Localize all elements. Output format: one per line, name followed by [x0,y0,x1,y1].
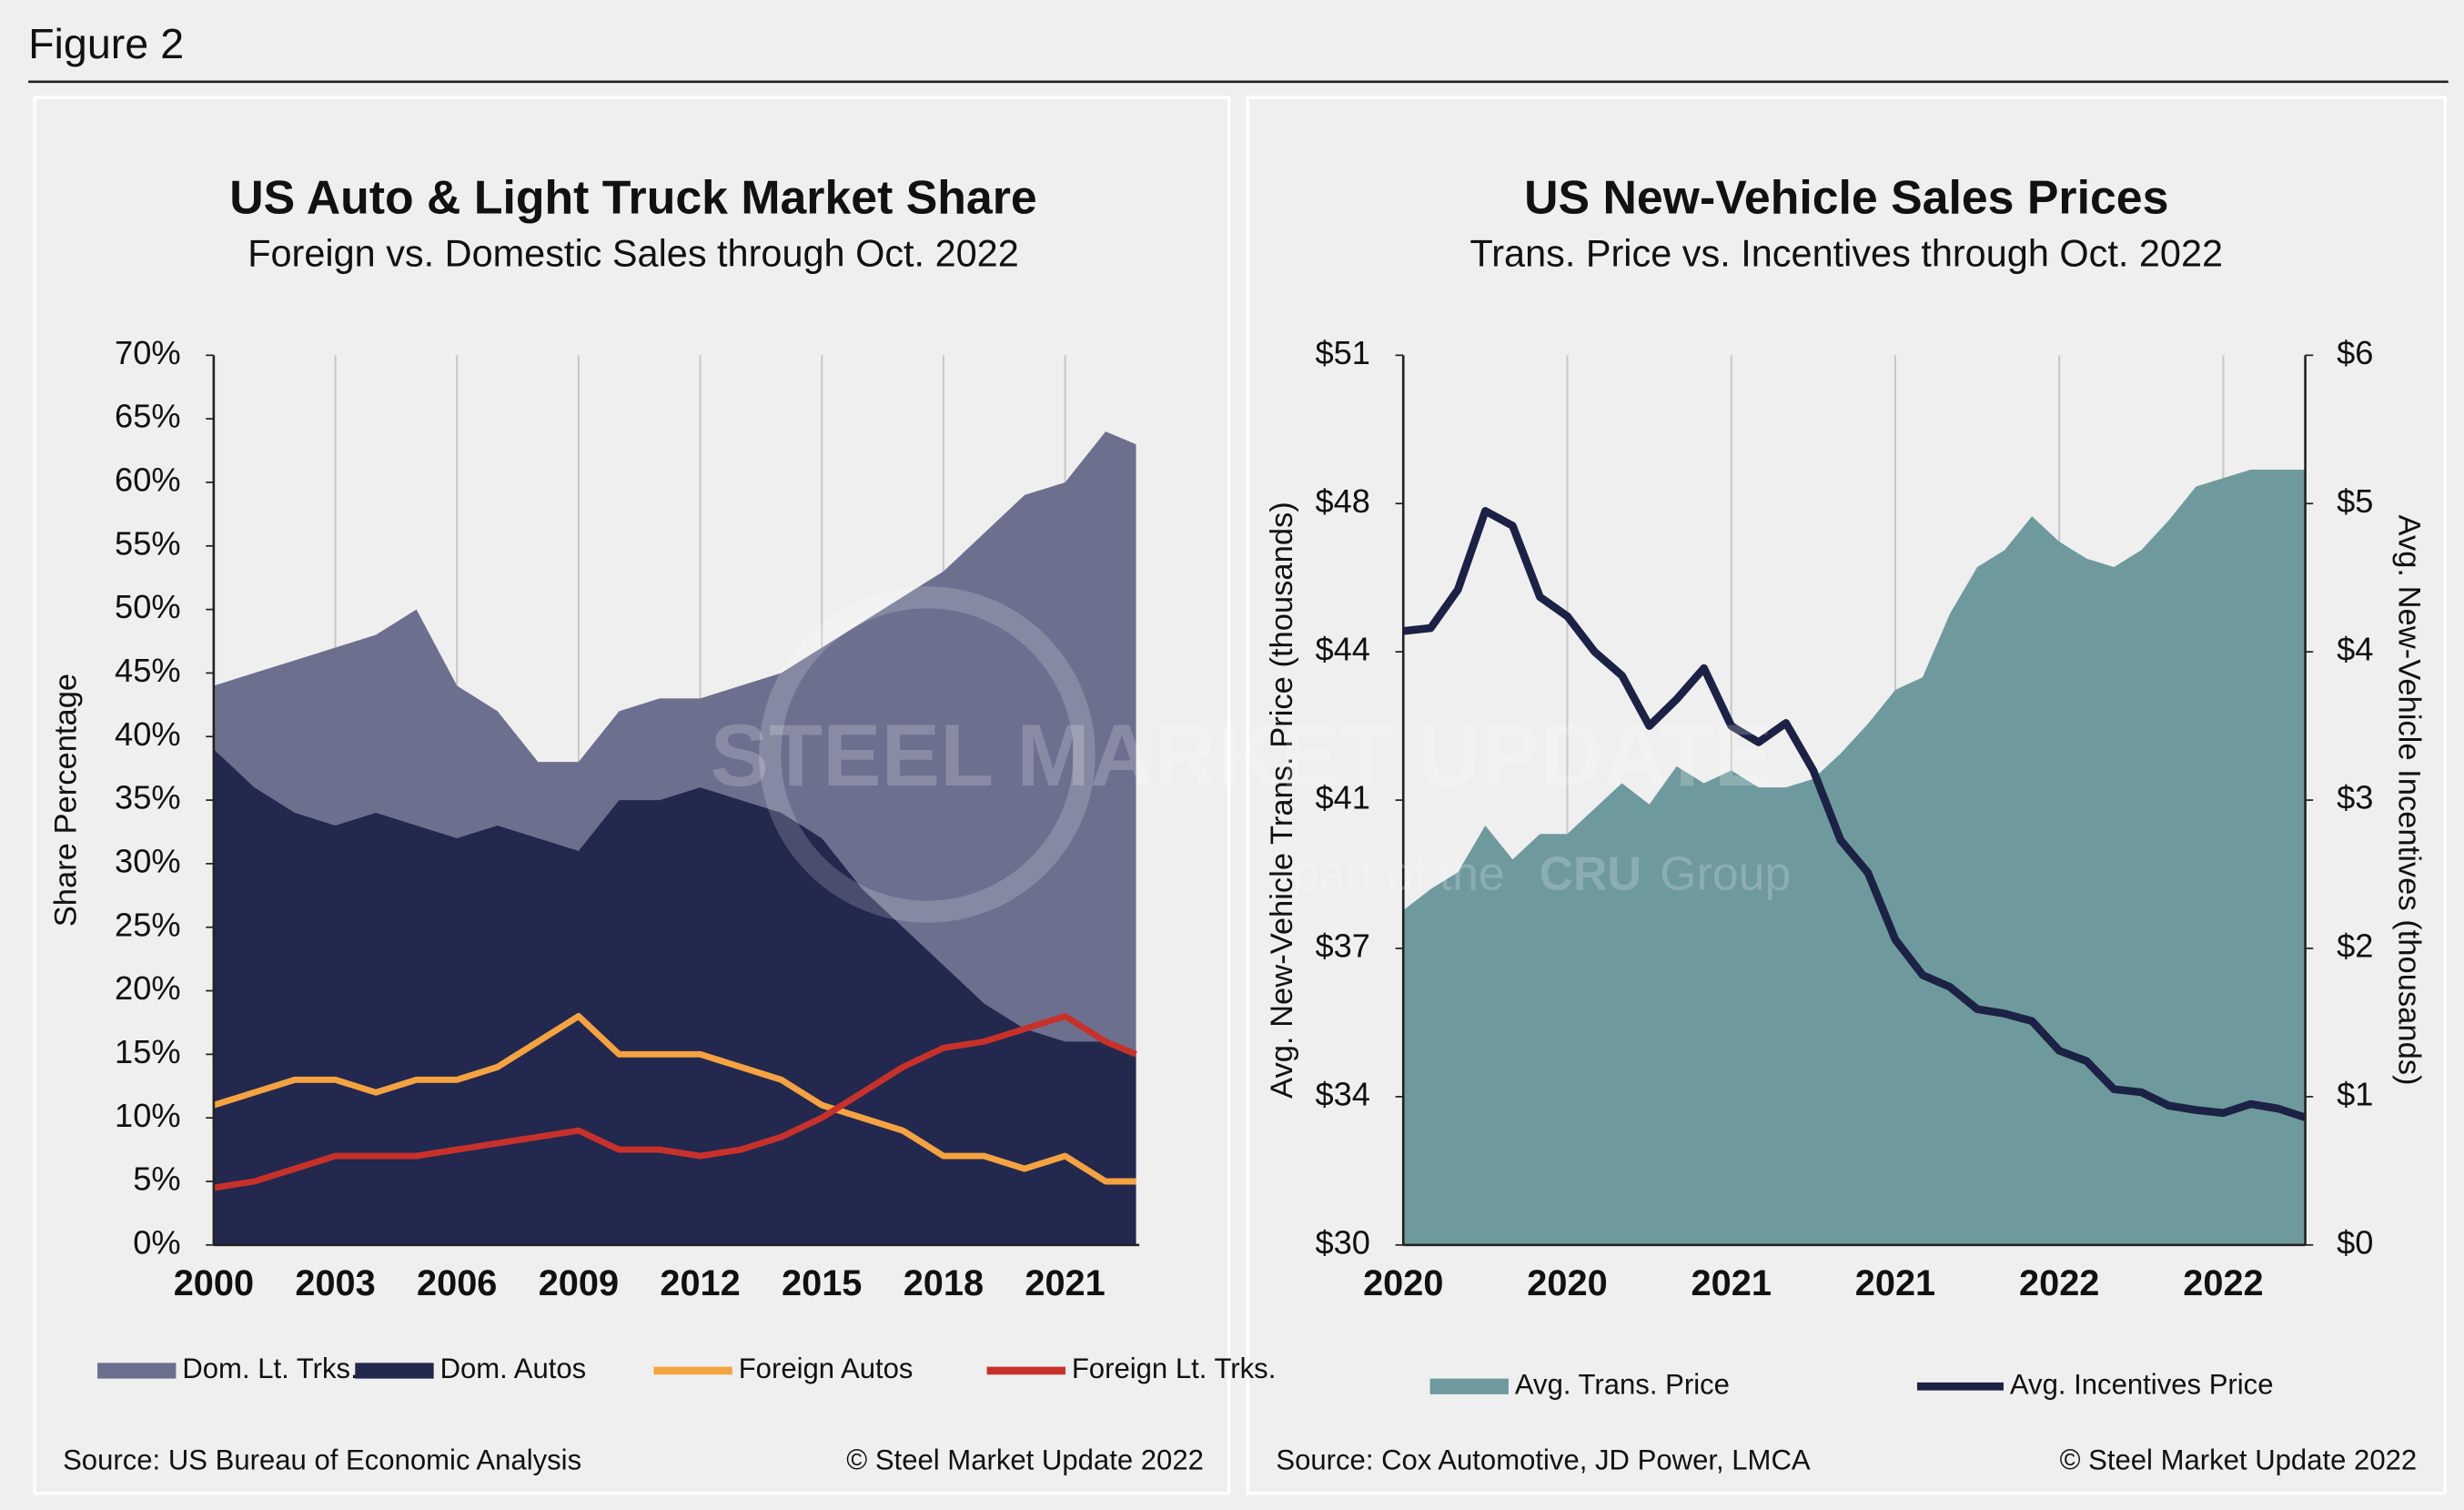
legend-label: Dom. Lt. Trks. [182,1353,358,1384]
y2-axis-title: Avg. New-Vehicle Incentives (thousands) [2392,515,2427,1086]
x-tick-label: 2006 [417,1263,497,1303]
y-axis-title: Share Percentage [48,674,83,927]
chart-subtitle: Foreign vs. Domestic Sales through Oct. … [247,231,1019,274]
y2-tick-label: $2 [2337,927,2373,965]
y-tick-label: 50% [115,588,181,625]
y-tick-label: $34 [1315,1075,1369,1112]
x-tick-label: 2018 [904,1263,984,1303]
y-tick-label: 65% [115,398,181,435]
x-tick-label: 2021 [1025,1263,1105,1303]
legend-label: Avg. Incentives Price [2010,1368,2274,1400]
source: Source: US Bureau of Economic Analysis [63,1444,581,1475]
chart-title: US Auto & Light Truck Market Share [229,171,1036,224]
figure-label: Figure 2 [28,20,184,67]
y-tick-label: 15% [115,1033,181,1070]
legend-label: Avg. Trans. Price [1515,1368,1730,1400]
x-tick-label: 2021 [1855,1263,1935,1303]
legend-swatch [1429,1378,1509,1394]
y-tick-label: $48 [1315,482,1369,520]
y-tick-label: 20% [115,969,181,1007]
x-tick-label: 2021 [1691,1263,1772,1303]
watermark-group: Group [1660,846,1791,899]
y-tick-label: 60% [115,461,181,499]
line [213,1013,1137,1191]
y-tick-label: 45% [115,652,181,689]
area [213,749,1136,1245]
y-tick-label: 0% [133,1223,180,1261]
x-tick-label: 2003 [295,1263,375,1303]
x-tick-label: 2020 [1363,1263,1443,1303]
y-tick-label: 55% [115,524,181,562]
watermark-logo [759,586,1096,923]
chart-subtitle: Trans. Price vs. Incentives through Oct.… [1469,231,2223,274]
line [212,1013,1136,1185]
line [1402,507,2307,1121]
y-tick-label: $41 [1315,779,1369,816]
y-tick-label: 25% [115,906,181,943]
x-tick-label: 2015 [782,1263,862,1303]
y-tick-label: $37 [1315,927,1369,965]
y-tick-label: 10% [115,1097,181,1134]
y-tick-label: 5% [133,1160,180,1198]
copyright: © Steel Market Update 2022 [2060,1444,2418,1475]
y2-tick-label: $5 [2337,482,2373,520]
y2-tick-label: $4 [2337,631,2373,668]
y2-tick-label: $0 [2337,1223,2373,1261]
y2-tick-label: $1 [2337,1075,2373,1112]
source: Source: Cox Automotive, JD Power, LMCA [1276,1444,1811,1475]
x-tick-label: 2009 [539,1263,619,1303]
watermark-brand: CRU [1540,846,1641,899]
y2-tick-label: $6 [2337,334,2373,371]
x-tick-label: 2020 [1527,1263,1607,1303]
y-tick-label: 30% [115,842,181,879]
y-axis-title: Avg. New-Vehicle Trans. Price (thousands… [1265,502,1299,1099]
x-tick-label: 2000 [174,1263,254,1303]
chart-title: US New-Vehicle Sales Prices [1524,171,2168,224]
copyright: © Steel Market Update 2022 [846,1444,1204,1475]
y-tick-label: 35% [115,779,181,816]
x-tick-label: 2022 [2019,1263,2099,1303]
y-tick-label: $51 [1315,334,1369,371]
watermark-title: STEEL MARKET UPDATE [711,706,1773,805]
y-tick-label: 70% [115,334,181,371]
legend-label: Dom. Autos [440,1353,587,1384]
x-tick-label: 2012 [660,1263,740,1303]
x-tick-label: 2022 [2183,1263,2263,1303]
legend-swatch [97,1363,177,1379]
legend-label: Foreign Autos [739,1353,914,1384]
y-tick-label: $44 [1315,631,1369,668]
legend-swatch [355,1363,434,1379]
y-tick-label: 40% [115,715,181,753]
y-tick-label: $30 [1315,1223,1369,1261]
legend-label: Foreign Lt. Trks. [1072,1353,1277,1384]
y2-tick-label: $3 [2337,779,2373,816]
watermark-sub: part of the [1292,846,1504,899]
